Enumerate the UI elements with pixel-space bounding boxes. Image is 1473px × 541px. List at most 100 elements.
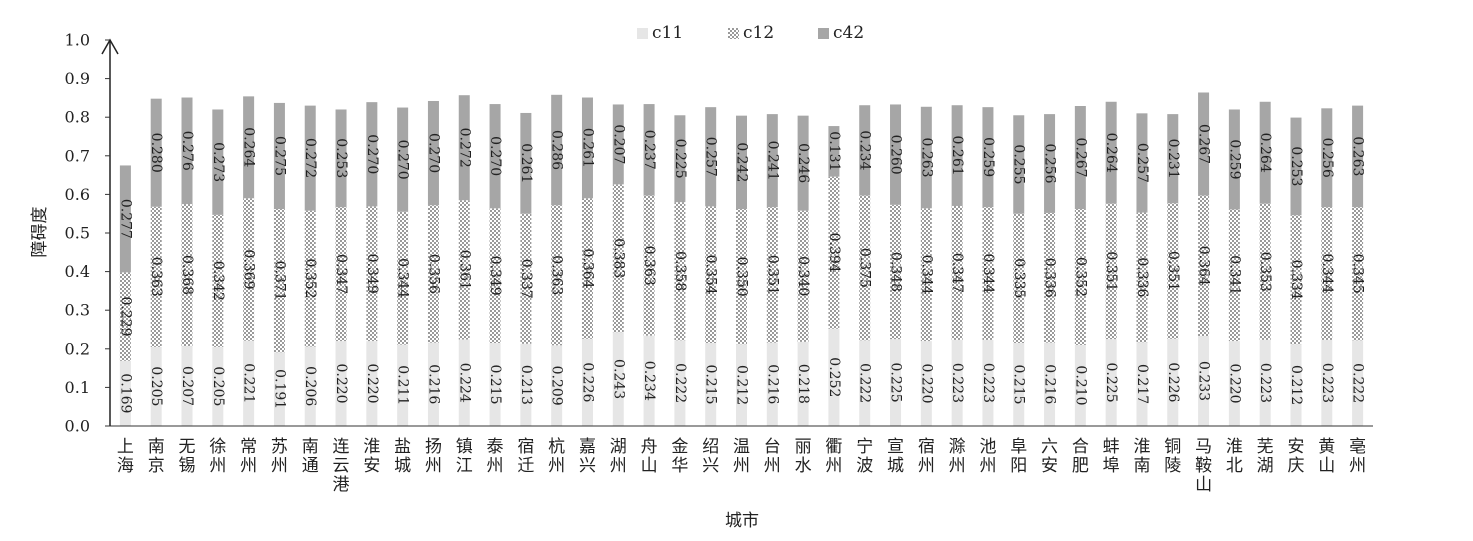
data-label-c42: 0.234 <box>857 130 873 170</box>
bar-segment-c11 <box>181 346 193 426</box>
data-label-c12: 0.352 <box>1072 257 1088 297</box>
bar-segment-c12 <box>304 210 316 347</box>
bar-segment-c11 <box>366 341 378 426</box>
bar-segment-c11 <box>1352 340 1364 426</box>
data-label-c11: 0.223 <box>949 363 965 403</box>
data-label-c11: 0.223 <box>980 363 996 403</box>
bar-segment-c12 <box>674 202 686 341</box>
data-label-c12: 0.344 <box>980 253 996 293</box>
bar-segment-c42 <box>581 97 593 199</box>
bar-segment-c11 <box>150 346 162 426</box>
category-label: 马鞍山 <box>1195 437 1212 495</box>
data-label-c11: 0.224 <box>456 363 472 403</box>
data-label-c42: 0.257 <box>1134 143 1150 183</box>
data-label-c42: 0.261 <box>518 143 534 183</box>
bar-segment-c11 <box>643 335 655 426</box>
bar-segment-c12 <box>458 200 470 340</box>
category-label: 苏州 <box>271 437 288 476</box>
bar-segment-c42 <box>1228 109 1240 210</box>
bar-segment-c42 <box>335 109 347 208</box>
bar-segment-c42 <box>890 104 902 205</box>
data-label-c11: 0.220 <box>364 363 380 403</box>
bar-segment-c12 <box>1167 203 1179 339</box>
bar-segment-c11 <box>243 340 255 426</box>
bar-segment-c11 <box>797 341 809 426</box>
data-label-c12: 0.351 <box>1103 251 1119 291</box>
data-label-c42: 0.259 <box>1226 139 1242 179</box>
data-label-c42: 0.267 <box>1072 137 1088 177</box>
bar-segment-c11 <box>951 339 963 426</box>
bar-segment-c42 <box>273 102 285 210</box>
bar-segment-c11 <box>736 344 747 426</box>
y-tick-label: 0.1 <box>65 378 90 397</box>
data-label-c11: 0.226 <box>579 362 595 402</box>
bar-segment-c42 <box>397 107 409 212</box>
category-label: 滁州 <box>949 437 966 476</box>
bar-segment-c42 <box>458 95 470 201</box>
legend-swatch-c12 <box>728 28 739 39</box>
data-label-c11: 0.225 <box>888 363 904 403</box>
bar-segment-c12 <box>273 209 285 353</box>
bar-segment-c11 <box>1259 339 1271 426</box>
category-label: 六安 <box>1041 437 1058 476</box>
data-label-c12: 0.335 <box>1011 258 1027 298</box>
bar-segment-c11 <box>1105 339 1117 426</box>
bar-segment-c42 <box>520 112 532 214</box>
data-label-c11: 0.215 <box>487 364 503 404</box>
bar-segment-c12 <box>366 206 378 342</box>
data-label-c12: 0.375 <box>857 248 873 288</box>
data-label-c12: 0.371 <box>271 261 287 301</box>
data-label-c12: 0.350 <box>734 257 750 297</box>
category-label: 舟山 <box>641 437 658 476</box>
bar-segment-c12 <box>1136 212 1148 343</box>
data-label-c12: 0.363 <box>549 255 565 295</box>
data-label-c42: 0.261 <box>579 128 595 168</box>
bar-segment-c42 <box>643 104 655 196</box>
bar-segment-c12 <box>1013 213 1025 344</box>
category-label: 池州 <box>979 437 996 476</box>
bar-segment-c12 <box>212 214 224 347</box>
category-label: 扬州 <box>425 437 442 476</box>
data-label-c12: 0.363 <box>641 246 657 286</box>
bar-segment-c11 <box>1167 338 1179 426</box>
legend-swatch-c42 <box>818 28 829 39</box>
bar-segment-c12 <box>1290 215 1302 345</box>
data-label-c12: 0.352 <box>302 259 318 299</box>
data-label-c12: 0.344 <box>918 255 934 295</box>
data-label-c42: 0.286 <box>549 130 565 170</box>
data-label-c42: 0.242 <box>734 142 750 182</box>
bar-segment-c12 <box>243 198 255 341</box>
data-label-c11: 0.221 <box>241 363 257 403</box>
bar-segment-c42 <box>766 114 778 208</box>
bar-segment-c12 <box>119 272 131 361</box>
bar-segment-c11 <box>1136 342 1148 426</box>
data-label-c11: 0.216 <box>425 364 441 404</box>
data-label-c42: 0.131 <box>826 131 842 171</box>
data-label-c11: 0.209 <box>549 366 565 406</box>
category-label: 亳州 <box>1349 437 1366 476</box>
bar-segment-c12 <box>427 205 439 343</box>
data-label-c11: 0.220 <box>918 363 934 403</box>
category-label: 常州 <box>240 437 257 476</box>
data-label-c12: 0.351 <box>1165 251 1181 291</box>
bar-segment-c12 <box>551 205 563 346</box>
bar-segment-c11 <box>427 342 439 426</box>
data-label-c12: 0.344 <box>1319 253 1335 293</box>
data-label-c12: 0.364 <box>579 248 595 288</box>
bar-segment-c12 <box>489 208 501 344</box>
data-label-c11: 0.215 <box>703 364 719 404</box>
bar-segment-c12 <box>150 206 162 347</box>
bar-segment-c42 <box>951 105 963 206</box>
bar-segment-c12 <box>335 207 347 342</box>
bar-segment-c42 <box>1167 114 1179 204</box>
bar-segment-c11 <box>581 338 593 426</box>
bar-segment-c12 <box>1352 207 1364 341</box>
bar-segment-c12 <box>1321 207 1333 340</box>
data-label-c42: 0.272 <box>456 128 472 168</box>
bar-segment-c42 <box>1290 117 1302 216</box>
bar-segment-c11 <box>1074 344 1086 426</box>
category-label: 南通 <box>302 437 319 476</box>
data-label-c12: 0.349 <box>364 254 380 294</box>
y-tick-label: 0.6 <box>65 185 90 204</box>
data-label-c12: 0.363 <box>148 257 164 297</box>
